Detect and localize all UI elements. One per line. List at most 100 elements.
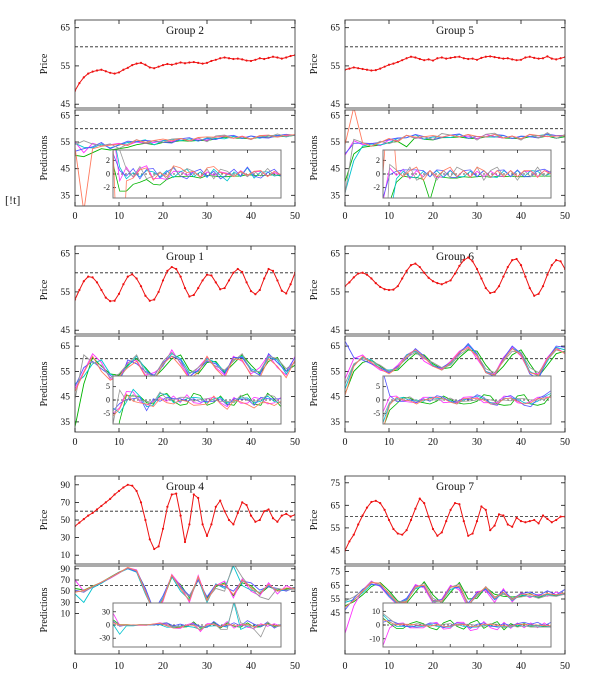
price-point <box>475 58 479 61</box>
price-point <box>405 57 408 60</box>
price-point <box>436 57 439 60</box>
price-point <box>462 57 465 60</box>
inset-ytick-label: 0 <box>106 621 110 630</box>
xtick-label: 10 <box>114 661 124 672</box>
price-point <box>555 518 558 522</box>
price-point <box>467 534 470 537</box>
inset-ytick-label: -30 <box>99 634 110 643</box>
price-point <box>392 62 395 65</box>
price-ytick-label: 55 <box>331 62 341 72</box>
price-point <box>219 57 222 60</box>
price-point <box>357 272 360 275</box>
price-point <box>122 68 125 71</box>
price-point <box>401 59 404 62</box>
price-point <box>396 60 399 64</box>
price-point <box>370 500 373 504</box>
price-point <box>267 56 270 59</box>
panel-group-1: Group 1 Price Predictions 45 55 65 35 45 55 65 0 10… <box>39 245 300 448</box>
price-series-line <box>75 54 295 91</box>
price-point <box>357 523 360 526</box>
xtick-label: 0 <box>73 437 78 448</box>
price-point <box>524 56 527 59</box>
price-point <box>254 520 257 523</box>
price-point <box>280 514 283 517</box>
prediction-series-gray <box>345 348 565 384</box>
price-point <box>515 257 518 261</box>
prediction-series-salmon <box>345 346 565 396</box>
price-point <box>100 504 103 508</box>
panel-group-5: Group 5 Price Predictions 45 55 65 35 45 55 65 0 10… <box>309 19 570 222</box>
price-point <box>236 57 239 60</box>
price-point <box>223 286 226 290</box>
price-point <box>289 54 292 58</box>
panel-title: Group 4 <box>166 481 204 493</box>
price-point <box>352 533 355 536</box>
price-point <box>528 55 531 58</box>
predictions-ytick-label: 65 <box>331 111 341 121</box>
price-point <box>471 260 474 263</box>
xtick-label: 30 <box>472 211 482 222</box>
price-point <box>104 501 107 504</box>
price-point <box>197 286 200 290</box>
prediction-series-green <box>345 349 565 395</box>
price-point <box>232 271 235 274</box>
price-point <box>440 56 443 59</box>
price-point <box>205 61 209 64</box>
price-point <box>210 59 213 63</box>
price-ytick-label: 45 <box>61 100 71 110</box>
xtick-label: 0 <box>343 661 348 672</box>
price-point <box>519 58 523 61</box>
price-point <box>506 57 509 60</box>
price-point <box>414 262 417 265</box>
price-point <box>258 57 261 60</box>
price-point <box>276 56 279 59</box>
prediction-series-blue <box>75 133 295 152</box>
panel-title: Group 1 <box>166 251 204 263</box>
predictions-ytick-label: 65 <box>331 581 341 591</box>
xtick-label: 50 <box>290 661 300 672</box>
predictions-ytick-label: 50 <box>61 587 71 597</box>
price-point <box>95 508 99 511</box>
price-point <box>148 538 151 541</box>
price-point <box>436 534 439 537</box>
predictions-ytick-label: 75 <box>331 568 341 578</box>
price-point <box>144 518 147 522</box>
price-point <box>480 56 483 59</box>
price-point <box>192 60 195 64</box>
price-point <box>405 269 408 272</box>
price-point <box>293 513 295 516</box>
xtick-label: 50 <box>290 437 300 448</box>
price-point <box>453 56 457 59</box>
price-point <box>401 277 404 280</box>
price-point <box>462 259 465 262</box>
price-ytick-label: 65 <box>331 501 341 511</box>
price-point <box>379 501 382 505</box>
price-point <box>166 505 169 508</box>
price-point <box>75 525 77 528</box>
price-point <box>157 290 160 294</box>
price-axis-label: Price <box>39 279 50 300</box>
price-point <box>431 280 435 283</box>
price-point <box>493 290 496 294</box>
xtick-label: 10 <box>384 211 394 222</box>
inset-error-series-green <box>384 394 551 424</box>
price-point <box>267 508 270 511</box>
price-point <box>502 275 505 278</box>
price-point <box>183 62 187 65</box>
price-point <box>453 272 457 275</box>
price-point <box>249 59 253 63</box>
price-series-line <box>75 266 295 302</box>
price-point <box>122 486 125 489</box>
price-point <box>440 531 443 534</box>
price-point <box>374 499 377 502</box>
price-point <box>232 523 235 526</box>
xtick-label: 20 <box>158 661 168 672</box>
prediction-series-gray <box>345 581 565 606</box>
xtick-label: 10 <box>114 211 124 222</box>
price-point <box>379 285 382 289</box>
prediction-series-magenta <box>75 349 295 390</box>
price-point <box>550 264 553 267</box>
price-point <box>519 264 523 267</box>
xtick-label: 40 <box>516 211 526 222</box>
price-point <box>170 265 173 269</box>
